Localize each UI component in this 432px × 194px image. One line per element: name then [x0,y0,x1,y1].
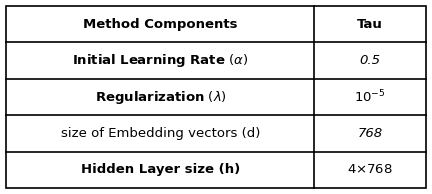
Text: Method Components: Method Components [83,17,238,31]
Text: 768: 768 [357,127,383,140]
Text: $10^{-5}$: $10^{-5}$ [354,89,386,105]
Text: Hidden Layer size (h): Hidden Layer size (h) [81,163,240,177]
Text: Tau: Tau [357,17,383,31]
Text: size of Embedding vectors (d): size of Embedding vectors (d) [61,127,260,140]
Text: 0.5: 0.5 [359,54,381,67]
Text: $\mathbf{Initial\ Learning\ Rate}$ $(\alpha)$: $\mathbf{Initial\ Learning\ Rate}$ $(\al… [72,52,248,69]
Text: $\mathbf{Regularization}$ $(\lambda)$: $\mathbf{Regularization}$ $(\lambda)$ [95,88,226,106]
Text: $4{\times}768$: $4{\times}768$ [347,163,393,177]
